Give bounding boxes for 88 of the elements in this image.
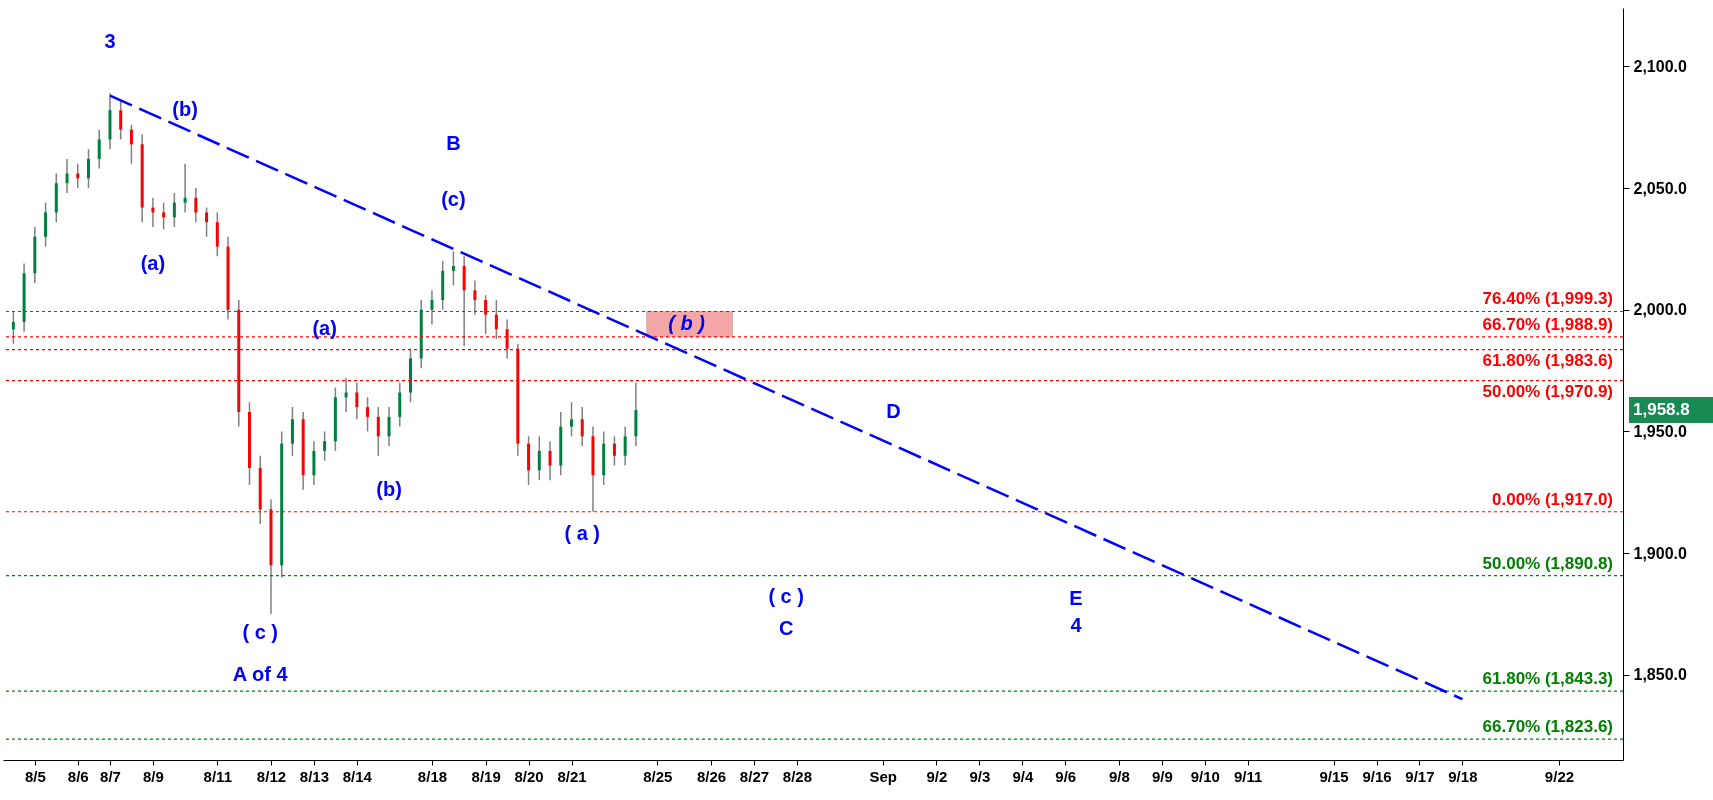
x-tick-label: 8/14 xyxy=(342,767,373,785)
x-tick-label: Sep xyxy=(869,767,898,785)
x-tick-label: 8/28 xyxy=(782,767,812,785)
text: 1,958.8 xyxy=(1633,400,1690,420)
x-tick-label: 9/6 xyxy=(1055,767,1077,785)
x-tick-label: 8/5 xyxy=(24,767,46,785)
annotation: E xyxy=(1069,587,1083,610)
ref-line-label: 76.40% (1,999.3) xyxy=(1482,289,1613,309)
annotation: D xyxy=(886,399,901,422)
candlestick xyxy=(323,430,327,462)
candlestick xyxy=(376,406,380,457)
candlestick xyxy=(451,250,455,287)
x-tick-label: 8/11 xyxy=(203,767,232,785)
candlestick xyxy=(87,148,90,189)
annotation: (b) xyxy=(376,477,402,500)
annotation: (a) xyxy=(140,251,166,274)
x-tick-label: 9/8 xyxy=(1108,767,1130,785)
candlestick xyxy=(570,401,573,438)
candlestick xyxy=(172,192,176,228)
annotation: 4 xyxy=(1070,614,1083,637)
annotation: ( c ) xyxy=(242,621,279,644)
x-tick-label: 8/25 xyxy=(643,767,673,785)
candlestick xyxy=(183,163,187,214)
x-tick-label: 9/4 xyxy=(1012,767,1034,785)
candlestick xyxy=(65,158,69,194)
y-tick-label: 2,050.0 xyxy=(1633,179,1687,197)
annotation: ( c ) xyxy=(768,584,804,607)
x-tick-label: 9/17 xyxy=(1405,767,1435,785)
band-label: ( b ) xyxy=(668,312,706,335)
annotation: (a) xyxy=(312,317,337,340)
ref-line-label: 50.00% (1,890.8) xyxy=(1482,553,1613,573)
x-tick-label: 9/18 xyxy=(1448,767,1478,785)
candlestick xyxy=(119,99,123,141)
x-tick-label: 9/10 xyxy=(1190,767,1220,785)
candlestick xyxy=(537,435,541,481)
annotation: A of 4 xyxy=(232,662,289,685)
annotation: B xyxy=(446,132,461,155)
candlestick xyxy=(129,124,133,165)
x-tick-label: 9/16 xyxy=(1362,767,1392,785)
x-tick-label: 8/21 xyxy=(557,767,587,785)
candlestick xyxy=(430,289,434,326)
ref-line-label: 50.00% (1,970.9) xyxy=(1482,381,1613,401)
x-tick-label: 8/9 xyxy=(142,767,164,785)
x-tick-label: 9/11 xyxy=(1234,767,1263,785)
candlestick xyxy=(162,201,166,231)
x-tick-label: 9/2 xyxy=(926,767,948,785)
annotation: (c) xyxy=(441,188,466,211)
annotation: C xyxy=(778,616,794,639)
candlestick xyxy=(580,406,584,447)
x-tick-label: 8/18 xyxy=(417,767,448,785)
y-tick-label: 1,950.0 xyxy=(1633,422,1687,440)
x-tick-label: 9/22 xyxy=(1544,767,1575,785)
x-tick-label: 8/12 xyxy=(256,767,287,785)
ref-line-label: 66.70% (1,823.6) xyxy=(1482,717,1613,737)
annotation: 3 xyxy=(104,30,116,53)
candlestick xyxy=(194,187,198,223)
candlestick xyxy=(355,382,359,421)
ref-line-label: 66.70% (1,988.9) xyxy=(1482,314,1613,334)
y-tick-label: 2,100.0 xyxy=(1633,57,1687,75)
y-tick-label: 1,850.0 xyxy=(1633,666,1687,684)
candlestick xyxy=(623,425,627,467)
candlestick xyxy=(366,396,370,433)
candlestick xyxy=(11,311,15,345)
x-tick-label: 9/9 xyxy=(1151,767,1173,785)
x-tick-label: 8/27 xyxy=(739,767,770,785)
ref-line-label: 61.80% (1,983.6) xyxy=(1482,350,1613,370)
y-tick-label: 1,900.0 xyxy=(1633,544,1687,562)
candlestick xyxy=(409,347,412,403)
x-tick-label: 9/3 xyxy=(969,767,991,785)
candlestick xyxy=(387,406,391,447)
ref-line-label: 0.00% (1,917.0) xyxy=(1492,489,1613,509)
ref-line-label: 61.80% (1,843.3) xyxy=(1482,669,1613,689)
candlestick xyxy=(97,128,101,170)
x-tick-label: 8/13 xyxy=(299,767,329,785)
annotation: ( a ) xyxy=(564,521,601,544)
annotation: (b) xyxy=(172,98,198,121)
x-tick-label: 8/26 xyxy=(696,767,727,785)
candlestick xyxy=(76,163,80,189)
x-tick-label: 9/15 xyxy=(1319,767,1349,785)
candlestick xyxy=(548,440,552,481)
y-tick-label: 2,000.0 xyxy=(1633,301,1687,319)
x-tick-label: 8/19 xyxy=(471,767,501,785)
x-tick-label: 8/7 xyxy=(100,767,121,785)
x-tick-label: 8/20 xyxy=(514,767,544,785)
candlestick xyxy=(248,401,251,486)
candlestick xyxy=(205,206,209,238)
candlestick xyxy=(612,435,616,467)
x-tick-label: 8/6 xyxy=(67,767,89,785)
